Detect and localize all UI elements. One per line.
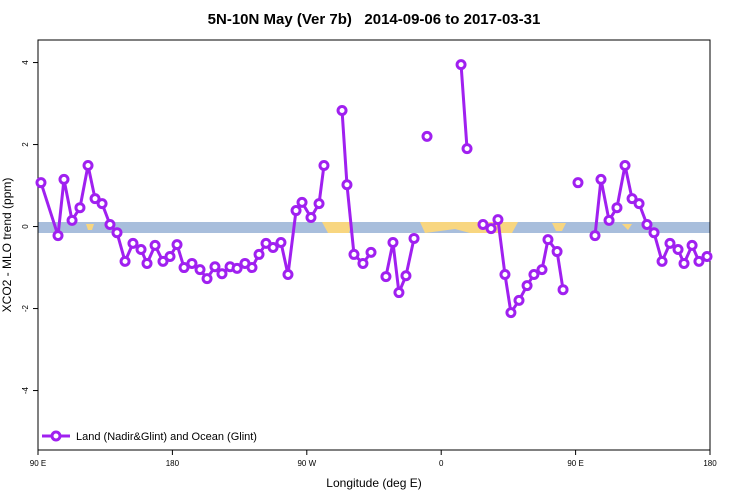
data-point bbox=[186, 257, 198, 269]
x-tick-label: 180 bbox=[166, 459, 180, 468]
data-point bbox=[387, 237, 399, 249]
data-point bbox=[341, 179, 353, 191]
data-point bbox=[336, 105, 348, 117]
x-tick-label: 90 E bbox=[567, 459, 583, 468]
data-point bbox=[52, 230, 64, 242]
data-point bbox=[66, 214, 78, 226]
x-tick-label: 0 bbox=[439, 459, 444, 468]
data-point bbox=[35, 177, 47, 189]
data-point bbox=[393, 287, 405, 299]
data-point bbox=[89, 193, 101, 205]
data-point bbox=[619, 159, 631, 171]
data-point bbox=[611, 202, 623, 214]
data-point bbox=[282, 269, 294, 281]
legend-marker bbox=[50, 430, 62, 442]
data-point bbox=[686, 239, 698, 251]
data-point bbox=[477, 219, 489, 230]
x-tick-label: 180 bbox=[703, 459, 717, 468]
data-point bbox=[400, 270, 412, 282]
data-point bbox=[216, 268, 228, 280]
ocean-band bbox=[38, 222, 710, 233]
x-tick-label: 90 E bbox=[30, 459, 46, 468]
data-point bbox=[672, 244, 684, 256]
x-axis-label: Longitude (deg E) bbox=[326, 476, 421, 490]
data-point bbox=[157, 255, 169, 267]
data-point bbox=[664, 237, 676, 249]
data-point bbox=[246, 262, 258, 274]
data-point bbox=[275, 237, 287, 249]
data-point bbox=[421, 130, 433, 142]
data-point bbox=[461, 143, 473, 155]
y-tick-label: 4 bbox=[21, 60, 30, 65]
data-point bbox=[82, 159, 94, 171]
data-point bbox=[701, 250, 713, 262]
data-point bbox=[231, 262, 243, 274]
data-point bbox=[313, 198, 325, 210]
data-point bbox=[111, 227, 123, 239]
data-point bbox=[296, 196, 308, 208]
data-point bbox=[178, 262, 190, 274]
data-point bbox=[171, 239, 183, 251]
data-point bbox=[693, 255, 705, 267]
data-point bbox=[365, 246, 377, 258]
data-point bbox=[528, 269, 540, 281]
data-point bbox=[485, 223, 497, 235]
data-point bbox=[149, 239, 161, 251]
data-point bbox=[572, 177, 584, 189]
data-point bbox=[141, 257, 153, 269]
data-point bbox=[551, 246, 563, 258]
data-point bbox=[492, 214, 504, 226]
data-point bbox=[656, 255, 668, 267]
data-point bbox=[513, 294, 525, 306]
chart-title: 5N-10N May (Ver 7b) 2014-09-06 to 2017-0… bbox=[208, 11, 541, 28]
series-line bbox=[39, 64, 708, 317]
data-point bbox=[648, 227, 660, 239]
data-point bbox=[119, 255, 131, 267]
data-point bbox=[603, 214, 615, 226]
data-point bbox=[348, 248, 360, 260]
data-point bbox=[201, 273, 213, 285]
data-point bbox=[357, 257, 369, 269]
y-tick-label: -4 bbox=[21, 386, 30, 394]
data-point bbox=[318, 159, 330, 171]
data-point bbox=[290, 205, 302, 217]
data-point bbox=[209, 261, 221, 273]
data-point bbox=[505, 307, 517, 319]
legend-label: Land (Nadir&Glint) and Ocean (Glint) bbox=[76, 431, 257, 443]
legend: Land (Nadir&Glint) and Ocean (Glint) bbox=[42, 430, 257, 443]
data-point bbox=[135, 244, 147, 256]
y-tick-label: 0 bbox=[21, 224, 30, 229]
data-point bbox=[633, 198, 645, 210]
plot-frame bbox=[37, 39, 711, 451]
data-point bbox=[74, 202, 86, 214]
data-point bbox=[626, 193, 638, 205]
data-point bbox=[408, 232, 420, 244]
data-point bbox=[557, 284, 569, 296]
data-point bbox=[595, 173, 607, 185]
data-point bbox=[194, 264, 206, 276]
data-point bbox=[267, 241, 279, 253]
y-tick-label: -2 bbox=[21, 304, 30, 312]
data-point bbox=[380, 271, 392, 283]
data-point bbox=[455, 59, 467, 71]
data-point bbox=[96, 198, 108, 210]
x-tick-label: 90 W bbox=[297, 459, 316, 468]
y-axis-label: XCO2 - MLO trend (ppm) bbox=[0, 178, 14, 313]
data-point bbox=[499, 269, 511, 281]
data-point bbox=[536, 264, 548, 276]
data-point bbox=[542, 234, 554, 246]
data-point bbox=[678, 257, 690, 269]
data-point bbox=[104, 219, 116, 230]
data-point bbox=[305, 212, 317, 224]
data-point bbox=[127, 237, 139, 249]
data-point bbox=[253, 248, 265, 260]
data-point bbox=[164, 250, 176, 262]
data-point bbox=[589, 230, 601, 242]
data-point bbox=[58, 173, 70, 185]
y-tick-label: 2 bbox=[21, 142, 30, 147]
data-point bbox=[521, 280, 533, 292]
data-point bbox=[641, 219, 653, 230]
